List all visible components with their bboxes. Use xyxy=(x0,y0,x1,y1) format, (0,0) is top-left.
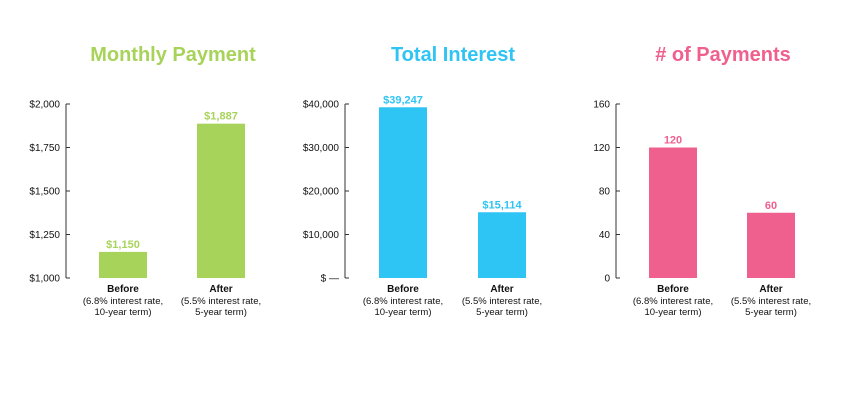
bar xyxy=(197,123,245,278)
category-label: Before xyxy=(657,284,689,295)
y-tick-label: $2,000 xyxy=(29,100,60,111)
bar-value-label: $1,887 xyxy=(204,111,238,123)
bar xyxy=(379,107,427,279)
bar xyxy=(649,147,697,278)
y-tick-label: $1,000 xyxy=(29,274,60,285)
category-sublabel: 10-year term) xyxy=(94,307,151,318)
category-sublabel: 5-year term) xyxy=(195,307,247,318)
category-label: After xyxy=(209,284,232,295)
category-label: Before xyxy=(387,284,419,295)
y-tick-label: $40,000 xyxy=(303,100,340,111)
y-tick-label: 80 xyxy=(599,187,611,198)
y-tick-label: $20,000 xyxy=(303,187,340,198)
y-tick-label: $1,500 xyxy=(29,187,60,198)
bar-value-label: $39,247 xyxy=(383,94,423,106)
y-tick-label: $1,250 xyxy=(29,230,60,241)
bar-value-label: 120 xyxy=(664,135,682,147)
bar-value-label: 60 xyxy=(765,200,777,212)
category-sublabel: (5.5% interest rate, xyxy=(462,296,542,307)
chart-title: Monthly Payment xyxy=(90,44,256,66)
y-tick-label: $1,750 xyxy=(29,143,60,154)
category-sublabel: (6.8% interest rate, xyxy=(83,296,163,307)
y-tick-label: $ — xyxy=(321,274,339,285)
category-sublabel: (6.8% interest rate, xyxy=(633,296,713,307)
chart-title: # of Payments xyxy=(655,44,791,66)
y-tick-label: $10,000 xyxy=(303,230,340,241)
y-tick-label: 160 xyxy=(593,100,610,111)
y-tick-label: 120 xyxy=(593,143,610,154)
category-label: After xyxy=(490,284,513,295)
category-sublabel: (5.5% interest rate, xyxy=(731,296,811,307)
y-tick-label: 0 xyxy=(604,274,610,285)
bar-value-label: $15,114 xyxy=(482,199,522,211)
category-label: After xyxy=(759,284,782,295)
category-sublabel: 5-year term) xyxy=(745,307,797,318)
category-sublabel: 10-year term) xyxy=(374,307,431,318)
y-tick-label: $30,000 xyxy=(303,143,340,154)
bar xyxy=(99,251,147,278)
bar xyxy=(478,212,526,278)
bar-value-label: $1,150 xyxy=(106,239,140,251)
bar xyxy=(747,212,795,278)
category-sublabel: (6.8% interest rate, xyxy=(363,296,443,307)
category-label: Before xyxy=(107,284,139,295)
chart-title: Total Interest xyxy=(391,44,515,66)
category-sublabel: 10-year term) xyxy=(644,307,701,318)
category-sublabel: 5-year term) xyxy=(476,307,528,318)
category-sublabel: (5.5% interest rate, xyxy=(181,296,261,307)
y-tick-label: 40 xyxy=(599,230,611,241)
